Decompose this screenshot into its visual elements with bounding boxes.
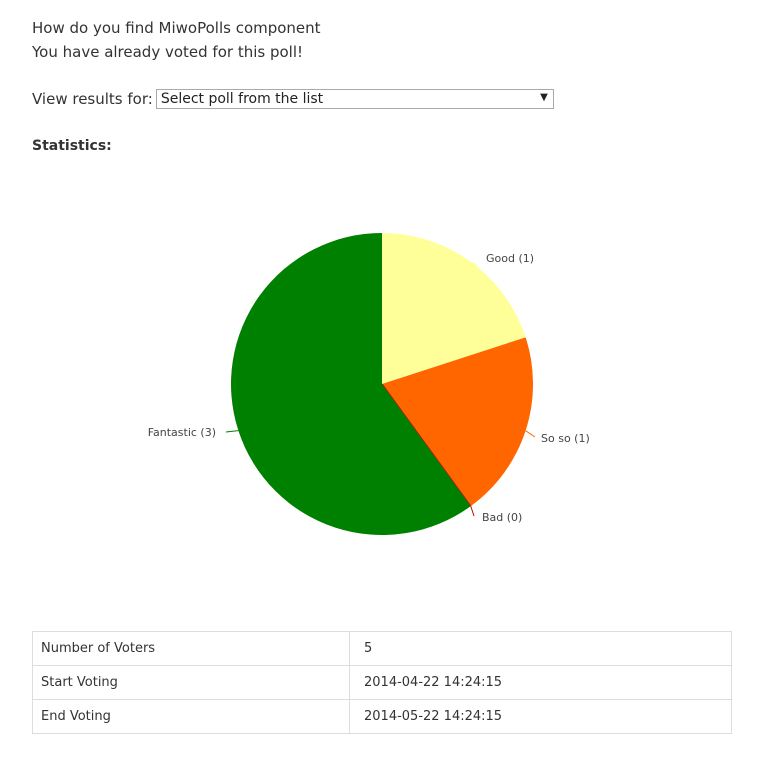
pie-label-so-so: So so (1)	[541, 432, 590, 445]
pie-label-good: Good (1)	[486, 252, 534, 265]
end-voting-value: 2014-05-22 14:24:15	[349, 699, 732, 734]
start-voting-value: 2014-04-22 14:24:15	[349, 665, 732, 700]
statistics-heading: Statistics:	[32, 138, 112, 154]
number-of-voters-value: 5	[349, 631, 732, 666]
pie-slice-so-so	[382, 337, 534, 507]
number-of-voters-label: Number of Voters	[32, 631, 350, 666]
start-voting-label: Start Voting	[32, 665, 350, 700]
pie-slice-good	[382, 233, 526, 384]
pie-leader-fantastic	[225, 430, 239, 433]
pie-slice-fantastic	[231, 233, 471, 535]
view-results-label: View results for:	[32, 90, 153, 108]
pie-leader-so-so	[525, 430, 536, 438]
already-voted-message: You have already voted for this poll!	[32, 43, 304, 61]
statistics-table: Number of Voters 5 Start Voting 2014-04-…	[32, 631, 732, 734]
table-row: Start Voting 2014-04-22 14:24:15	[32, 665, 732, 700]
pie-label-bad: Bad (0)	[482, 511, 522, 524]
pie-chart: Good (1) So so (1) Bad (0) Fantastic (3)	[148, 233, 590, 535]
poll-title: How do you find MiwoPolls component	[32, 19, 321, 37]
view-results-row: View results for: Select poll from the l…	[32, 88, 554, 110]
pie-label-fantastic: Fantastic (3)	[148, 426, 216, 439]
pie-leader-good	[470, 261, 479, 267]
table-row: Number of Voters 5	[32, 631, 732, 666]
pie-leader-bad	[470, 506, 475, 517]
poll-select-value: Select poll from the list	[160, 91, 324, 107]
poll-select-dropdown[interactable]: Select poll from the list ▼	[155, 89, 554, 109]
table-row: End Voting 2014-05-22 14:24:15	[32, 699, 732, 734]
dropdown-arrow-icon: ▼	[540, 92, 548, 103]
end-voting-label: End Voting	[32, 699, 350, 734]
